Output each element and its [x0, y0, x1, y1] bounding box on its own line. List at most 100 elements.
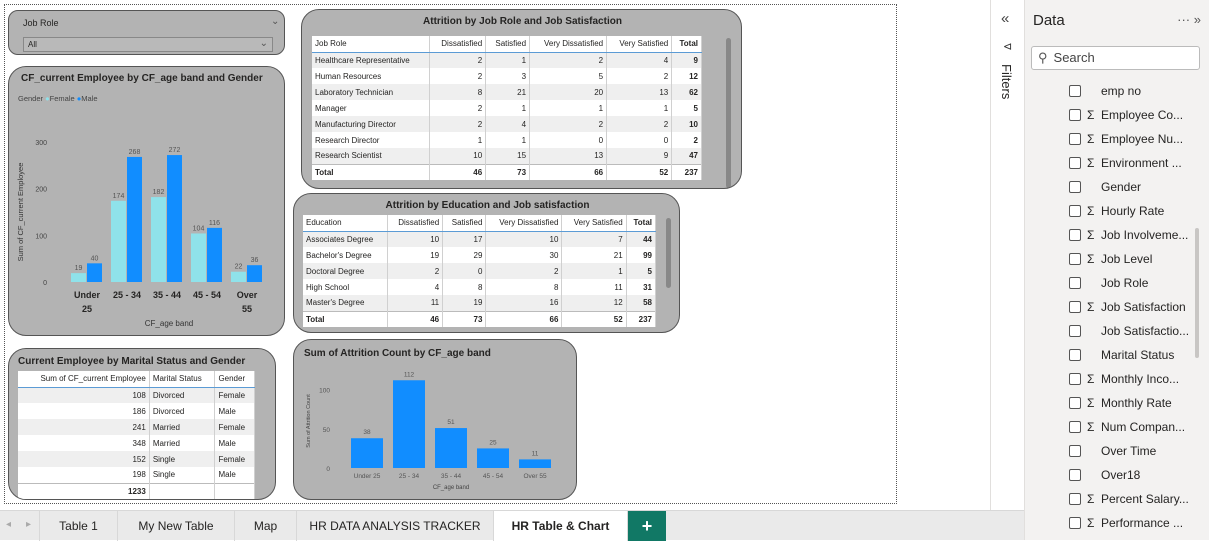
field-checkbox[interactable] — [1069, 229, 1081, 241]
slicer-dropdown[interactable]: All ⌄ — [23, 37, 273, 52]
page-tab[interactable]: HR DATA ANALYSIS TRACKER — [297, 511, 494, 541]
column-header[interactable]: Education — [303, 215, 389, 232]
field-item[interactable]: Σ Environment ... — [1069, 153, 1182, 173]
field-item[interactable]: Σ Hourly Rate — [1069, 201, 1164, 221]
marital-status-table-visual[interactable]: Current Employee by Marital Status and G… — [8, 348, 276, 500]
field-item[interactable]: Σ Performance ... — [1069, 513, 1183, 533]
data-pane: Data ··· » ⚲ Search emp no Σ Employee Co...… — [1024, 0, 1209, 540]
field-item[interactable]: Σ Job Level — [1069, 249, 1152, 269]
vertical-scrollbar[interactable] — [666, 218, 671, 288]
expand-icon[interactable]: » — [1193, 12, 1201, 27]
field-item[interactable]: Σ Employee Nu... — [1069, 129, 1183, 149]
field-checkbox[interactable] — [1069, 469, 1081, 481]
field-checkbox[interactable] — [1069, 85, 1081, 97]
column-header[interactable]: Very Dissatisfied — [529, 36, 608, 53]
table-row[interactable]: Doctoral Degree 2 0 2 1 5 — [303, 263, 657, 279]
table-row[interactable]: 198 Single Male — [18, 467, 255, 483]
vertical-scrollbar[interactable] — [726, 38, 731, 188]
field-checkbox[interactable] — [1069, 493, 1081, 505]
chevron-down-icon[interactable]: ⌄ — [259, 38, 268, 49]
field-checkbox[interactable] — [1069, 253, 1081, 265]
column-header[interactable]: Marital Status — [149, 371, 216, 388]
table-row[interactable]: Bachelor's Degree 19 29 30 21 99 — [303, 247, 657, 263]
add-page-button[interactable]: + — [628, 511, 666, 541]
scroll-left-icon[interactable]: ◂ — [6, 519, 12, 530]
field-checkbox[interactable] — [1069, 277, 1081, 289]
field-checkbox[interactable] — [1069, 373, 1081, 385]
page-tab[interactable]: Table 1 — [40, 511, 118, 541]
table-row[interactable]: High School 4 8 8 11 31 — [303, 279, 657, 295]
table-row[interactable]: Research Director 1 1 0 0 2 — [312, 132, 702, 148]
column-header[interactable]: Very Dissatisfied — [485, 215, 563, 232]
column-header[interactable]: Total — [626, 215, 657, 232]
field-item[interactable]: Σ Employee Co... — [1069, 105, 1183, 125]
table-row[interactable]: Research Scientist 10 15 13 9 47 — [312, 148, 702, 164]
table-row[interactable]: Laboratory Technician 8 21 20 13 62 — [312, 84, 702, 100]
age-gender-chart[interactable]: CF_current Employee by CF_age band and G… — [8, 66, 285, 336]
field-item[interactable]: Σ Percent Salary... — [1069, 489, 1189, 509]
field-item[interactable]: Over Time — [1069, 441, 1156, 461]
attrition-age-chart[interactable]: Sum of Attrition Count by CF_age band 0 5… — [293, 339, 577, 500]
column-header[interactable]: Very Satisfied — [561, 215, 627, 232]
table-row[interactable]: 108 Divorced Female — [18, 387, 255, 403]
field-checkbox[interactable] — [1069, 157, 1081, 169]
table-row[interactable]: Associates Degree 10 17 10 7 44 — [303, 231, 657, 247]
field-checkbox[interactable] — [1069, 205, 1081, 217]
search-input[interactable]: ⚲ Search — [1031, 46, 1200, 70]
field-checkbox[interactable] — [1069, 517, 1081, 529]
table-row[interactable]: Healthcare Representative 2 1 2 4 9 — [312, 52, 702, 68]
field-item[interactable]: Gender — [1069, 177, 1141, 197]
field-item[interactable]: Σ Job Satisfaction — [1069, 297, 1186, 317]
page-tab[interactable]: My New Table — [118, 511, 235, 541]
page-tab[interactable]: HR Table & Chart — [494, 511, 628, 541]
job-role-matrix-visual[interactable]: Attrition by Job Role and Job Satisfacti… — [301, 9, 742, 189]
table-row[interactable]: Human Resources 2 3 5 2 12 — [312, 68, 702, 84]
field-item[interactable]: Job Role — [1069, 273, 1148, 293]
education-matrix-visual[interactable]: Attrition by Education and Job satisfact… — [293, 193, 680, 333]
table-row[interactable]: Manufacturing Director 2 4 2 2 10 — [312, 116, 702, 132]
table-row[interactable]: 152 Single Female — [18, 451, 255, 467]
field-item[interactable]: Over18 — [1069, 465, 1140, 485]
field-checkbox[interactable] — [1069, 133, 1081, 145]
column-header[interactable]: Dissatisfied — [429, 36, 487, 53]
scroll-right-icon[interactable]: ▸ — [26, 519, 32, 530]
filters-label[interactable]: Filters — [999, 64, 1014, 100]
column-header[interactable]: Total — [671, 36, 702, 53]
field-item[interactable]: Σ Monthly Inco... — [1069, 369, 1179, 389]
field-item[interactable]: Job Satisfactio... — [1069, 321, 1189, 341]
field-checkbox[interactable] — [1069, 445, 1081, 457]
chevron-down-icon[interactable]: ⌄ — [271, 16, 280, 27]
field-item[interactable]: Marital Status — [1069, 345, 1174, 365]
field-checkbox[interactable] — [1069, 349, 1081, 361]
column-header[interactable]: Satisfied — [485, 36, 531, 53]
table-row[interactable]: 186 Divorced Male — [18, 403, 255, 419]
column-header[interactable]: Dissatisfied — [387, 215, 444, 232]
data-label: 116 — [209, 220, 220, 227]
field-checkbox[interactable] — [1069, 109, 1081, 121]
table-row[interactable]: Master's Degree 11 19 16 12 58 — [303, 295, 657, 311]
table-row[interactable]: 348 Married Male — [18, 435, 255, 451]
filters-pane[interactable]: « ⊲ Filters — [990, 0, 1024, 540]
field-item[interactable]: emp no — [1069, 81, 1141, 101]
field-checkbox[interactable] — [1069, 325, 1081, 337]
column-header[interactable]: Very Satisfied — [606, 36, 673, 53]
field-checkbox[interactable] — [1069, 397, 1081, 409]
column-header[interactable]: Job Role — [312, 36, 431, 53]
table-row[interactable]: 241 Married Female — [18, 419, 255, 435]
page-tab[interactable]: Map — [235, 511, 297, 541]
column-header[interactable]: Satisfied — [442, 215, 487, 232]
field-checkbox[interactable] — [1069, 301, 1081, 313]
column-header[interactable]: Sum of CF_current Employee — [18, 371, 150, 388]
field-checkbox[interactable] — [1069, 421, 1081, 433]
table-row[interactable]: Manager 2 1 1 1 5 — [312, 100, 702, 116]
field-checkbox[interactable] — [1069, 181, 1081, 193]
sigma-icon: Σ — [1087, 108, 1095, 122]
job-role-slicer[interactable]: Job Role ⌄ All ⌄ — [8, 10, 285, 55]
column-header[interactable]: Gender — [214, 371, 255, 388]
field-item[interactable]: Σ Monthly Rate — [1069, 393, 1172, 413]
field-item[interactable]: Σ Num Compan... — [1069, 417, 1185, 437]
vertical-scrollbar[interactable] — [1195, 228, 1199, 358]
more-options-icon[interactable]: ··· — [1177, 12, 1191, 27]
field-item[interactable]: Σ Job Involveme... — [1069, 225, 1188, 245]
collapse-icon[interactable]: « — [1001, 10, 1010, 27]
